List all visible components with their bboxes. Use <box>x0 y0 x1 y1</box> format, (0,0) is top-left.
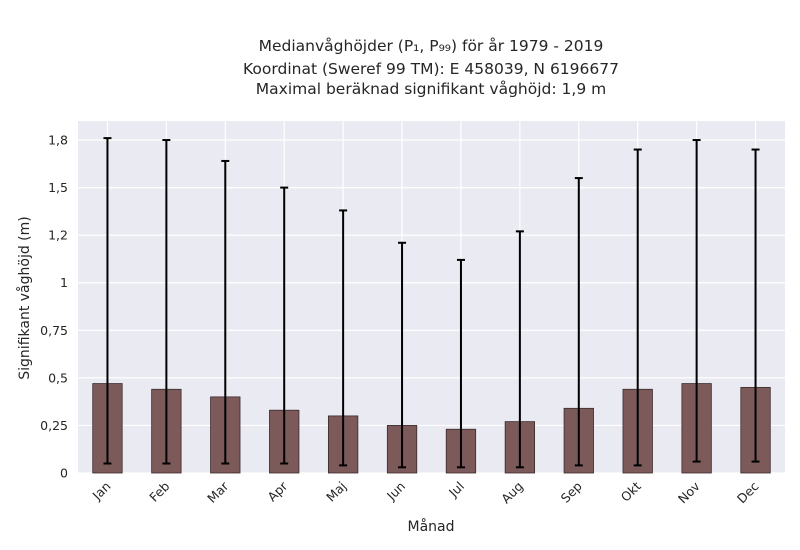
y-tick-label: 1,5 <box>48 180 68 195</box>
error-bar <box>280 186 289 465</box>
error-bar <box>456 258 465 469</box>
x-axis-label: Månad <box>408 518 455 535</box>
y-tick-label: 1,8 <box>48 133 68 148</box>
error-bar <box>515 230 524 469</box>
error-bars <box>103 137 760 469</box>
y-tick-label: 0,5 <box>48 370 68 385</box>
y-axis-label: Signifikant våghöjd (m) <box>16 216 33 379</box>
error-bar <box>398 241 407 469</box>
error-bar <box>633 148 642 467</box>
chart-title: Medianvåghöjder (P₁, P₉₉) för år 1979 - … <box>243 37 619 98</box>
error-bar <box>692 139 701 463</box>
chart-title-line-2: Koordinat (Sweref 99 TM): E 458039, N 61… <box>243 60 619 78</box>
error-bar <box>103 137 112 465</box>
y-tick-label: 1,2 <box>48 228 68 243</box>
chart-title-line-3: Maximal beräknad signifikant våghöjd: 1,… <box>256 80 606 98</box>
chart-title-line-1: Medianvåghöjder (P₁, P₉₉) för år 1979 - … <box>259 37 604 55</box>
y-tick-label: 1 <box>60 275 68 290</box>
error-bar <box>162 139 171 465</box>
y-tick-label: 0 <box>60 466 68 481</box>
error-bar <box>221 159 230 465</box>
error-bar <box>574 177 583 467</box>
y-axis-ticks: 0 0,25 0,5 0,75 1 1,2 1,5 1,8 <box>40 133 68 481</box>
y-tick-label: 0,75 <box>40 323 68 338</box>
y-tick-label: 0,25 <box>40 418 68 433</box>
plot-area <box>78 121 785 473</box>
error-bar <box>339 209 348 467</box>
error-bar <box>751 148 760 463</box>
